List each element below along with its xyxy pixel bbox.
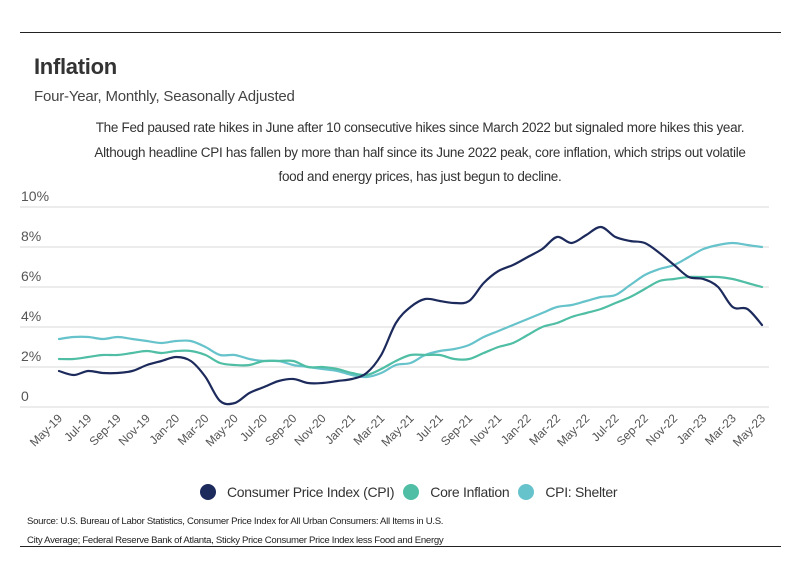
x-tick-label: Sep-19 xyxy=(86,411,123,448)
legend-swatch-icon xyxy=(518,484,535,500)
x-tick-label: Nov-22 xyxy=(643,411,680,448)
description-line: Although headline CPI has fallen by more… xyxy=(94,144,746,160)
legend-item-cpi: Consumer Price Index (CPI) xyxy=(200,484,395,500)
legend-label: Consumer Price Index (CPI) xyxy=(227,484,395,500)
gridlines xyxy=(20,206,769,408)
legend-swatch-icon xyxy=(403,484,420,500)
y-tick-label: 2% xyxy=(21,348,41,364)
description-line: The Fed paused rate hikes in June after … xyxy=(95,120,745,135)
x-tick-label: Nov-21 xyxy=(467,411,504,448)
source-line: Source: U.S. Bureau of Labor Statistics,… xyxy=(27,516,444,527)
series-line-consumer-price-index-cpi xyxy=(57,225,764,406)
legend-swatch-icon xyxy=(200,484,216,500)
line-chart: 0 2% 4% 6% 8% 10% May-19Jul-19Sep-19Nov-19Jan… xyxy=(20,188,769,449)
legend-label: CPI: Shelter xyxy=(545,484,618,500)
x-tick-label: Nov-19 xyxy=(116,411,153,448)
x-tick-label: Sep-21 xyxy=(438,411,475,448)
legend-label: Core Inflation xyxy=(430,484,510,500)
source-note: Source: U.S. Bureau of Labor Statistics,… xyxy=(27,512,444,550)
x-tick-label: Sep-20 xyxy=(262,411,299,448)
y-tick-label: 8% xyxy=(21,228,41,244)
x-tick-label: May-22 xyxy=(554,411,592,449)
series-line-cpi-shelter xyxy=(57,241,764,379)
top-rule xyxy=(20,32,781,33)
series-line-core-inflation xyxy=(57,275,764,377)
chart-subtitle: Four-Year, Monthly, Seasonally Adjusted xyxy=(34,88,295,105)
y-axis-ticks: 0 2% 4% 6% 8% 10% xyxy=(21,188,49,404)
x-tick-label: May-21 xyxy=(378,411,416,449)
legend-item-core: Core Inflation xyxy=(403,484,510,500)
description-line: food and energy prices, has just begun t… xyxy=(278,169,562,184)
x-tick-label: May-19 xyxy=(27,411,65,449)
y-tick-label: 10% xyxy=(21,188,49,204)
legend-item-shelter: CPI: Shelter xyxy=(518,484,618,500)
bottom-rule xyxy=(20,546,781,547)
x-tick-label: Nov-20 xyxy=(291,411,328,448)
chart-description: The Fed paused rate hikes in June after … xyxy=(70,116,770,190)
x-tick-label: May-20 xyxy=(203,411,241,449)
series-lines xyxy=(57,225,764,406)
source-line: City Average; Federal Reserve Bank of At… xyxy=(27,535,444,546)
y-tick-label: 6% xyxy=(21,268,41,284)
x-tick-label: May-23 xyxy=(730,411,768,449)
y-tick-label: 0 xyxy=(21,388,29,404)
x-tick-label: Sep-22 xyxy=(614,411,651,448)
y-tick-label: 4% xyxy=(21,308,41,324)
legend: Consumer Price Index (CPI) Core Inflatio… xyxy=(200,484,626,500)
chart-title: Inflation xyxy=(34,54,117,79)
x-axis-ticks: May-19Jul-19Sep-19Nov-19Jan-20Mar-20May-… xyxy=(27,411,768,449)
